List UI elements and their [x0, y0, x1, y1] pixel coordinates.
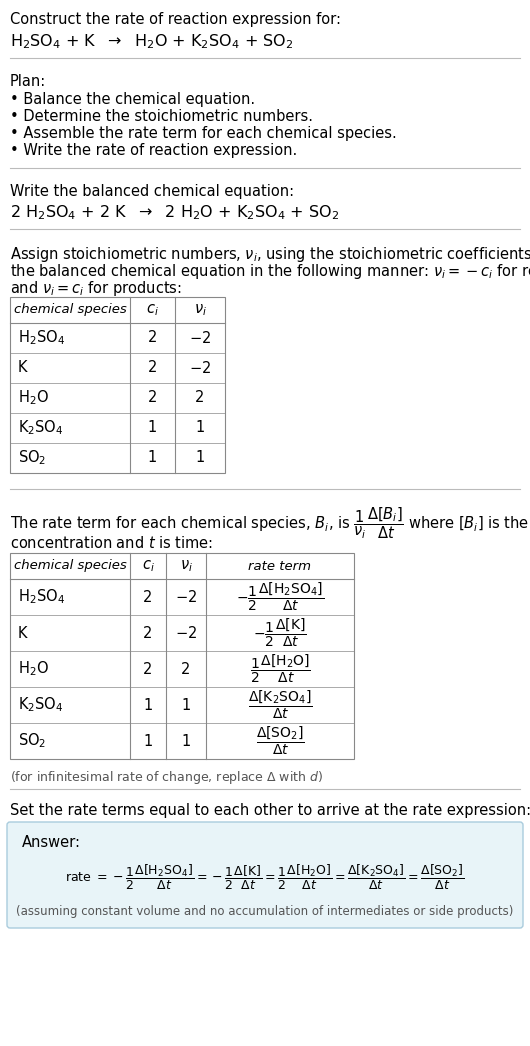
Text: $\dfrac{\Delta[\mathrm{SO_2}]}{\Delta t}$: $\dfrac{\Delta[\mathrm{SO_2}]}{\Delta t}…: [255, 725, 304, 757]
Text: $c_i$: $c_i$: [146, 302, 159, 318]
Text: 2: 2: [143, 626, 153, 640]
Text: 1: 1: [144, 698, 153, 712]
Text: $\mathregular{K_2SO_4}$: $\mathregular{K_2SO_4}$: [18, 696, 64, 714]
Text: $-\dfrac{1}{2}\dfrac{\Delta[\mathrm{H_2SO_4}]}{\Delta t}$: $-\dfrac{1}{2}\dfrac{\Delta[\mathrm{H_2S…: [236, 581, 324, 613]
Text: • Balance the chemical equation.: • Balance the chemical equation.: [10, 92, 255, 107]
Text: 1: 1: [144, 733, 153, 749]
Text: 2: 2: [143, 590, 153, 605]
Text: 1: 1: [181, 733, 191, 749]
Text: $-2$: $-2$: [175, 626, 197, 641]
Text: Construct the rate of reaction expression for:: Construct the rate of reaction expressio…: [10, 12, 341, 27]
Text: $\mathregular{H_2SO_4}$: $\mathregular{H_2SO_4}$: [18, 588, 65, 607]
Text: $-\dfrac{1}{2}\dfrac{\Delta[\mathrm{K}]}{\Delta t}$: $-\dfrac{1}{2}\dfrac{\Delta[\mathrm{K}]}…: [253, 617, 307, 650]
Text: 2: 2: [196, 390, 205, 406]
Text: (for infinitesimal rate of change, replace $\Delta$ with $d$): (for infinitesimal rate of change, repla…: [10, 769, 323, 786]
Text: • Write the rate of reaction expression.: • Write the rate of reaction expression.: [10, 143, 297, 158]
Text: 2: 2: [148, 361, 157, 376]
Text: $\mathregular{H_2SO_4}$ + K  $\rightarrow$  $\mathregular{H_2O}$ + $\mathregular: $\mathregular{H_2SO_4}$ + K $\rightarrow…: [10, 32, 294, 50]
Text: $\mathregular{K_2SO_4}$: $\mathregular{K_2SO_4}$: [18, 418, 64, 437]
Bar: [10, 553, 354, 759]
Text: rate term: rate term: [249, 560, 312, 572]
Text: $\mathregular{SO_2}$: $\mathregular{SO_2}$: [18, 731, 46, 750]
Text: 2: 2: [148, 390, 157, 406]
Text: • Determine the stoichiometric numbers.: • Determine the stoichiometric numbers.: [10, 109, 313, 124]
Text: and $\nu_i = c_i$ for products:: and $\nu_i = c_i$ for products:: [10, 279, 182, 298]
Text: $-2$: $-2$: [189, 360, 211, 376]
Text: 1: 1: [196, 420, 205, 435]
Text: Assign stoichiometric numbers, $\nu_i$, using the stoichiometric coefficients, $: Assign stoichiometric numbers, $\nu_i$, …: [10, 245, 530, 264]
Bar: [10, 297, 225, 473]
Text: $\nu_i$: $\nu_i$: [180, 559, 192, 574]
Text: K: K: [18, 626, 28, 640]
Text: 1: 1: [181, 698, 191, 712]
Text: 1: 1: [148, 420, 157, 435]
Text: 1: 1: [148, 451, 157, 465]
Text: $-2$: $-2$: [189, 329, 211, 346]
Text: $\mathregular{H_2SO_4}$: $\mathregular{H_2SO_4}$: [18, 328, 65, 347]
Text: rate $= -\dfrac{1}{2}\dfrac{\Delta[\mathrm{H_2SO_4}]}{\Delta t}= -\dfrac{1}{2}\d: rate $= -\dfrac{1}{2}\dfrac{\Delta[\math…: [65, 863, 465, 892]
Text: $c_i$: $c_i$: [142, 559, 154, 574]
Text: Plan:: Plan:: [10, 74, 46, 89]
Text: $\dfrac{1}{2}\dfrac{\Delta[\mathrm{H_2O}]}{\Delta t}$: $\dfrac{1}{2}\dfrac{\Delta[\mathrm{H_2O}…: [250, 653, 311, 685]
Text: the balanced chemical equation in the following manner: $\nu_i = -c_i$ for react: the balanced chemical equation in the fo…: [10, 262, 530, 281]
Text: Set the rate terms equal to each other to arrive at the rate expression:: Set the rate terms equal to each other t…: [10, 803, 530, 818]
Text: $\mathregular{H_2O}$: $\mathregular{H_2O}$: [18, 389, 49, 407]
Text: 2: 2: [181, 661, 191, 677]
Text: chemical species: chemical species: [14, 560, 126, 572]
Text: $\nu_i$: $\nu_i$: [193, 302, 207, 318]
Text: • Assemble the rate term for each chemical species.: • Assemble the rate term for each chemic…: [10, 126, 397, 141]
Text: 2: 2: [148, 331, 157, 345]
Text: Answer:: Answer:: [22, 835, 81, 850]
Text: 2 $\mathregular{H_2SO_4}$ + 2 K  $\rightarrow$  2 $\mathregular{H_2O}$ + $\mathr: 2 $\mathregular{H_2SO_4}$ + 2 K $\righta…: [10, 203, 339, 222]
Text: Write the balanced chemical equation:: Write the balanced chemical equation:: [10, 184, 294, 199]
Text: $-2$: $-2$: [175, 589, 197, 605]
Text: concentration and $t$ is time:: concentration and $t$ is time:: [10, 535, 213, 551]
Text: $\dfrac{\Delta[\mathrm{K_2SO_4}]}{\Delta t}$: $\dfrac{\Delta[\mathrm{K_2SO_4}]}{\Delta…: [248, 689, 312, 721]
FancyBboxPatch shape: [7, 822, 523, 928]
Text: The rate term for each chemical species, $B_i$, is $\dfrac{1}{\nu_i}\dfrac{\Delt: The rate term for each chemical species,…: [10, 505, 530, 541]
Text: K: K: [18, 361, 28, 376]
Text: 1: 1: [196, 451, 205, 465]
Text: chemical species: chemical species: [14, 303, 126, 317]
Text: $\mathregular{H_2O}$: $\mathregular{H_2O}$: [18, 660, 49, 679]
Text: $\mathregular{SO_2}$: $\mathregular{SO_2}$: [18, 449, 46, 468]
Text: (assuming constant volume and no accumulation of intermediates or side products): (assuming constant volume and no accumul…: [16, 905, 514, 918]
Text: 2: 2: [143, 661, 153, 677]
